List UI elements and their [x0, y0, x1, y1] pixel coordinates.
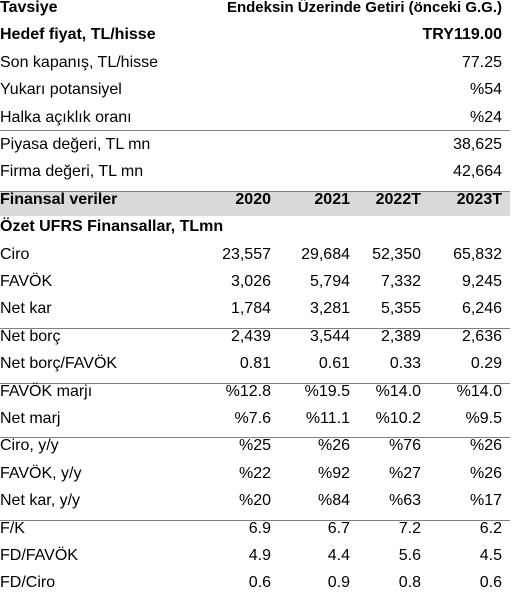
- value-cell: %25: [238, 437, 271, 455]
- value-cell: %14.0: [456, 382, 502, 400]
- value-cell: 52,350: [372, 245, 421, 263]
- value-cell: %12.8: [225, 382, 271, 400]
- row-label: Net marj: [0, 410, 61, 427]
- value-cell: 6.2: [479, 519, 502, 537]
- summary-label: Hedef fiyat, TL/hisse: [0, 26, 156, 44]
- summary-value: %24: [469, 108, 502, 126]
- row-label: Net borç: [0, 327, 61, 345]
- row-label: FD/Ciro: [0, 574, 56, 592]
- value-cell: 0.9: [327, 574, 350, 592]
- value-cell: 0.29: [470, 355, 502, 373]
- summary-label: Piyasa değeri, TL mn: [0, 136, 151, 153]
- summary-value: TRY119.00: [422, 26, 502, 44]
- summary-value: 77.25: [461, 53, 502, 71]
- value-cell: %19.5: [304, 382, 350, 400]
- value-cell: %92: [317, 464, 350, 482]
- row-label: FD/FAVÖK: [0, 547, 78, 564]
- value-cell: 2,439: [230, 327, 271, 345]
- header-band: [0, 190, 510, 216]
- value-cell: %63: [388, 492, 421, 510]
- summary-label: Son kapanış, TL/hisse: [0, 53, 159, 71]
- header-cell: 2020: [235, 190, 271, 208]
- row-label: Ciro, y/y: [0, 437, 59, 455]
- summary-value: 38,625: [453, 136, 502, 153]
- value-cell: %84: [317, 492, 350, 510]
- value-cell: %26: [317, 437, 350, 455]
- row-label: Net kar, y/y: [0, 492, 81, 510]
- value-cell: 3,026: [230, 273, 271, 290]
- value-cell: 2,389: [380, 327, 421, 345]
- header-cell: 2021: [314, 190, 350, 208]
- value-cell: 29,684: [301, 245, 350, 263]
- value-cell: %9.5: [465, 410, 502, 427]
- value-cell: 2,636: [461, 327, 502, 345]
- value-cell: 7,332: [380, 273, 421, 290]
- value-cell: %27: [388, 464, 421, 482]
- value-cell: %7.6: [234, 410, 271, 427]
- separator: [0, 437, 510, 439]
- row-label: FAVÖK: [0, 273, 53, 290]
- value-cell: 4.5: [479, 547, 502, 564]
- separator: [0, 190, 510, 192]
- header-cell: Finansal veriler: [0, 190, 118, 208]
- value-cell: 0.6: [479, 574, 502, 592]
- value-cell: 23,557: [222, 245, 271, 263]
- summary-value: %54: [469, 81, 502, 99]
- value-cell: 1,784: [230, 300, 271, 318]
- summary-label: Yukarı potansiyel: [0, 81, 122, 99]
- value-cell: 9,245: [461, 273, 502, 290]
- value-cell: 0.6: [248, 574, 271, 592]
- value-cell: 0.8: [398, 574, 421, 592]
- value-cell: 6.7: [327, 519, 350, 537]
- summary-value: 42,664: [453, 163, 502, 181]
- value-cell: 6,246: [461, 300, 502, 318]
- value-cell: %26: [469, 437, 502, 455]
- value-cell: 4.4: [327, 547, 350, 564]
- section-title: Özet UFRS Finansallar, TLmn: [0, 218, 224, 236]
- header-cell: 2022T: [375, 190, 421, 208]
- separator: [0, 327, 510, 329]
- value-cell: 0.61: [318, 355, 350, 373]
- value-cell: 0.81: [239, 355, 271, 373]
- summary-value: Endeksin Üzerinde Getiri (önceki G.G.): [226, 0, 502, 16]
- value-cell: 3,281: [309, 300, 350, 318]
- value-cell: 5,794: [309, 273, 350, 290]
- value-cell: 6.9: [248, 519, 271, 537]
- value-cell: 5,355: [380, 300, 421, 318]
- row-label: F/K: [0, 519, 25, 537]
- value-cell: 3,544: [309, 327, 350, 345]
- summary-label: Firma değeri, TL mn: [0, 163, 144, 181]
- row-label: FAVÖK, y/y: [0, 464, 82, 482]
- value-cell: %26: [469, 464, 502, 482]
- value-cell: %11.1: [305, 410, 350, 427]
- separator: [0, 382, 510, 384]
- value-cell: %20: [238, 492, 271, 510]
- value-cell: %14.0: [375, 382, 421, 400]
- row-label: FAVÖK marjı: [0, 382, 93, 400]
- summary-label: Halka açıklık oranı: [0, 108, 132, 126]
- row-label: Net kar: [0, 300, 52, 318]
- value-cell: %17: [469, 492, 502, 510]
- summary-label: Tavsiye: [0, 0, 58, 16]
- value-cell: %10.2: [375, 410, 421, 427]
- value-cell: 0.33: [389, 355, 421, 373]
- value-cell: 4.9: [248, 547, 271, 564]
- value-cell: %22: [238, 464, 271, 482]
- header-cell: 2023T: [456, 190, 502, 208]
- row-label: Ciro: [0, 245, 30, 263]
- value-cell: 65,832: [453, 245, 502, 263]
- separator: [0, 130, 510, 131]
- value-cell: %76: [388, 437, 421, 455]
- separator: [0, 519, 510, 521]
- row-label: Net borç/FAVÖK: [0, 355, 118, 373]
- value-cell: 5.6: [398, 547, 421, 564]
- value-cell: 7.2: [398, 519, 421, 537]
